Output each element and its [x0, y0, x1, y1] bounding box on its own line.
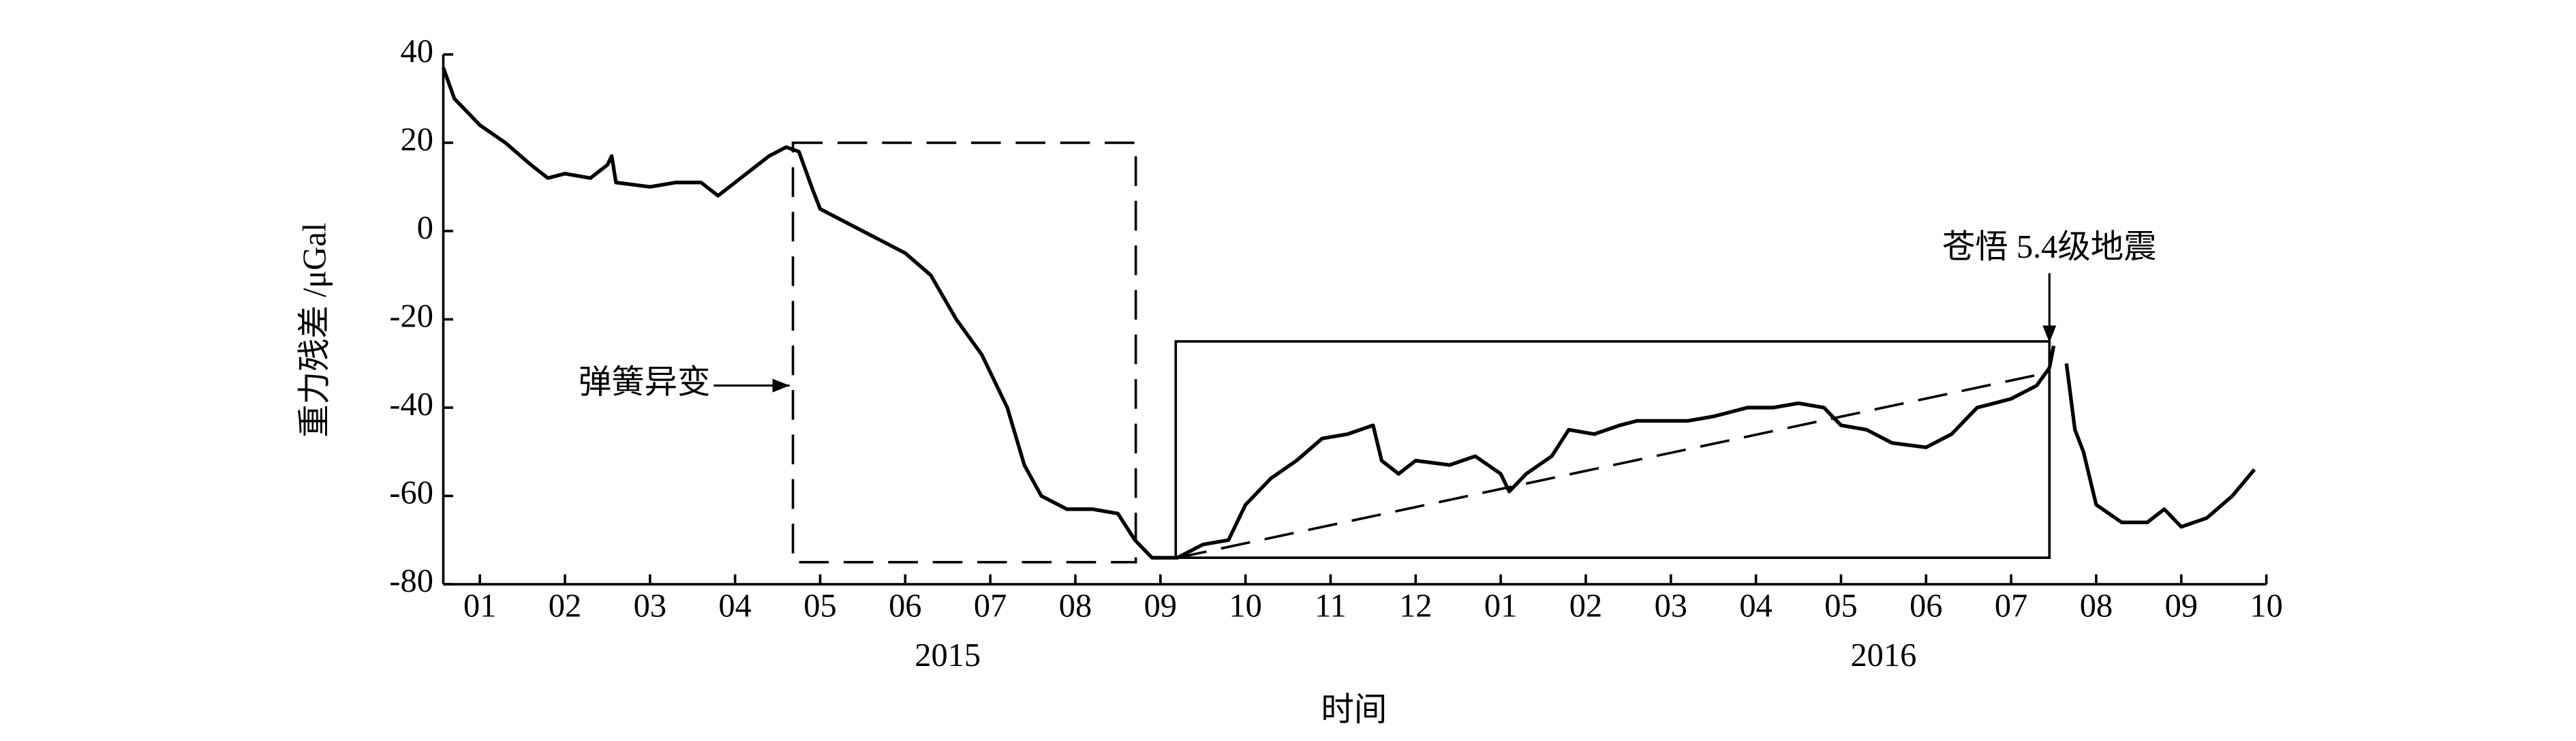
series-line — [441, 67, 2056, 560]
x-tick-label: 12 — [1399, 588, 1432, 624]
x-tick-label: 01 — [1484, 588, 1517, 624]
x-tick-label: 09 — [2165, 588, 2198, 624]
x-tick-label: 02 — [549, 588, 581, 624]
annotation: 弹簧异变 — [579, 365, 711, 401]
x-tick-label: 10 — [2250, 588, 2282, 624]
annotation: 苍悟 5.4级地震 — [1942, 229, 2157, 265]
x-tick-label: 07 — [974, 588, 1007, 624]
y-tick-label: 20 — [401, 122, 433, 158]
x-tick-label: 05 — [803, 588, 836, 624]
y-tick-label: -40 — [389, 387, 433, 423]
region-box — [791, 141, 1137, 564]
x-tick-label: 07 — [1995, 588, 2027, 624]
y-tick-label: 40 — [401, 33, 433, 70]
year-label: 2015 — [915, 637, 981, 674]
trend-line — [1177, 371, 2050, 559]
x-tick-label: 02 — [1569, 588, 1602, 624]
x-axis-label: 时间 — [1321, 692, 1387, 728]
x-tick-label: 01 — [463, 588, 496, 624]
x-tick-label: 09 — [1144, 588, 1177, 624]
x-tick-label: 03 — [1655, 588, 1687, 624]
y-tick-label: -20 — [389, 299, 433, 335]
x-tick-label: 08 — [2080, 588, 2113, 624]
x-tick-label: 10 — [1229, 588, 1261, 624]
year-label: 2016 — [1850, 637, 1916, 674]
x-tick-label: 03 — [634, 588, 666, 624]
x-tick-label: 04 — [1739, 588, 1772, 624]
x-tick-label: 08 — [1059, 588, 1092, 624]
x-tick-label: 04 — [718, 588, 751, 624]
x-tick-label: 06 — [889, 588, 921, 624]
region-box — [1174, 340, 2051, 559]
x-tick-label: 05 — [1824, 588, 1857, 624]
y-tick-label: -60 — [389, 475, 433, 511]
x-tick-label: 06 — [1910, 588, 1942, 624]
y-axis-label: 重力残差 /μGal — [297, 223, 333, 438]
y-tick-label: 0 — [417, 210, 433, 246]
y-tick-label: -80 — [389, 563, 433, 599]
x-tick-label: 11 — [1315, 588, 1347, 624]
series-line — [2064, 363, 2256, 529]
